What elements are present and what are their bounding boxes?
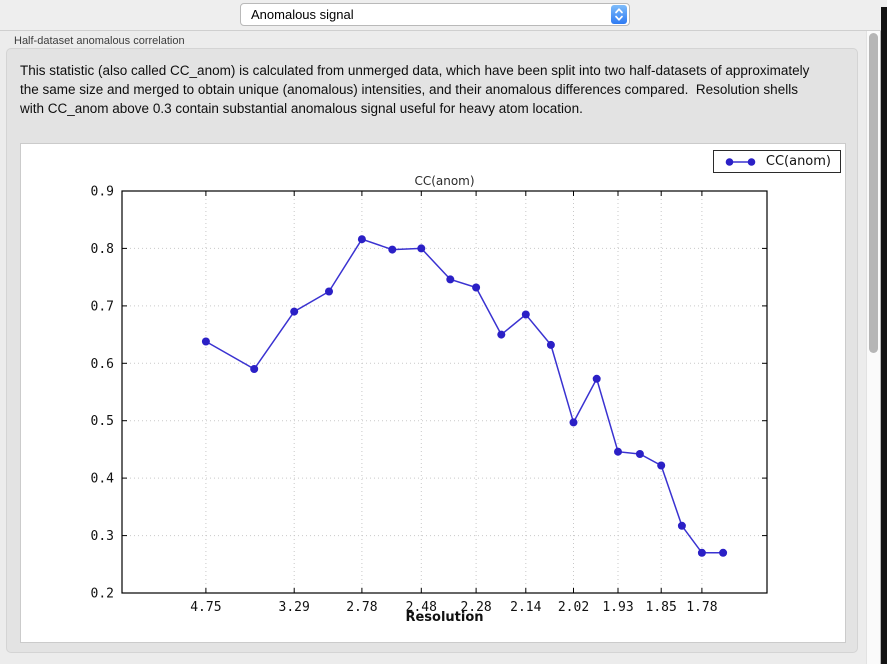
- description-text: This statistic (also called CC_anom) is …: [20, 63, 814, 116]
- y-tick-label: 0.2: [91, 587, 114, 602]
- toolbar: Anomalous signal: [0, 0, 887, 31]
- data-point: [201, 337, 210, 346]
- data-point: [719, 548, 728, 557]
- legend: CC(anom): [712, 150, 841, 173]
- data-point: [472, 283, 481, 292]
- data-point: [388, 245, 397, 254]
- x-tick-label: 3.29: [279, 600, 310, 615]
- section-label: Half-dataset anomalous correlation: [14, 35, 185, 47]
- vertical-scrollbar-thumb[interactable]: [869, 33, 878, 353]
- data-point: [697, 548, 706, 557]
- vertical-scrollbar-track[interactable]: [866, 31, 881, 664]
- x-tick-label: 2.14: [510, 600, 541, 615]
- plot-type-dropdown-value: Anomalous signal: [251, 7, 354, 22]
- anomalous-correlation-groupbox: This statistic (also called CC_anom) is …: [6, 48, 858, 653]
- y-tick-label: 0.7: [91, 299, 114, 314]
- dropdown-stepper-icon: [611, 5, 627, 24]
- data-point: [290, 307, 299, 316]
- y-tick-label: 0.9: [91, 185, 114, 200]
- data-point: [614, 447, 622, 456]
- y-tick-label: 0.8: [91, 242, 114, 257]
- data-point: [592, 374, 601, 383]
- x-tick-label: 4.75: [190, 600, 221, 615]
- plot-canvas[interactable]: 0.2 0.3 0.4 0.5 0.6 0.7 0.8 0.9 4.75 3.29 2.78 2.48…: [21, 144, 847, 644]
- data-point: [325, 287, 333, 296]
- data-point: [417, 244, 426, 253]
- x-tick-label: 2.28: [460, 600, 491, 615]
- data-point: [546, 340, 555, 349]
- data-point: [569, 418, 578, 427]
- y-tick-label: 0.3: [91, 529, 114, 544]
- chart-panel: CC(anom) CC(anom) 0.2 0.3 0.4 0.5 0.6 0.7 0.8 0…: [20, 143, 846, 643]
- data-line: [205, 238, 724, 554]
- data-point: [446, 275, 455, 284]
- data-point: [497, 330, 506, 339]
- y-tick-label: 0.4: [91, 472, 115, 487]
- data-point: [635, 450, 644, 458]
- data-point: [677, 521, 686, 530]
- axes-frame: [121, 190, 768, 594]
- x-tick-label: 2.78: [346, 600, 377, 615]
- x-tick-label: 1.93: [602, 600, 633, 615]
- x-tick-label: 2.48: [406, 600, 437, 615]
- data-point: [357, 235, 366, 244]
- y-tick-label: 0.5: [91, 414, 114, 429]
- data-point: [250, 365, 259, 373]
- legend-label: CC(anom): [765, 154, 831, 169]
- chart-title: CC(anom): [414, 174, 475, 188]
- x-axis-label: Resolution: [405, 610, 484, 625]
- data-point: [521, 310, 530, 319]
- plot-type-dropdown[interactable]: Anomalous signal: [240, 3, 630, 26]
- y-tick-label: 0.6: [91, 357, 114, 372]
- x-tick-label: 1.78: [686, 600, 717, 615]
- window-edge: [881, 7, 887, 664]
- data-point: [657, 461, 666, 470]
- legend-marker-icon: [725, 157, 756, 166]
- x-tick-label: 2.02: [558, 600, 589, 615]
- x-tick-label: 1.85: [646, 600, 677, 615]
